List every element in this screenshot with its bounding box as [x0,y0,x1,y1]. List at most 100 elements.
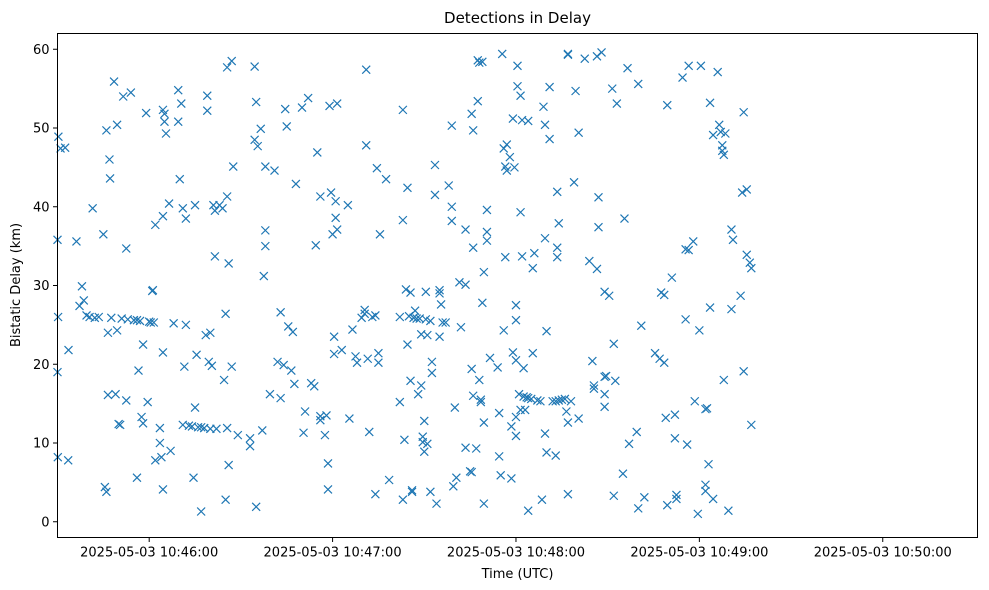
data-point [279,360,289,370]
data-point [357,313,367,323]
data-point [493,362,503,372]
data-point [500,252,510,262]
data-point [196,507,206,516]
data-point [322,411,331,420]
data-point [251,502,261,512]
data-point [265,389,275,399]
data-point [260,162,270,172]
data-point [618,469,628,479]
data-point [552,243,562,253]
data-point [398,215,408,225]
data-point [506,422,516,431]
data-point [98,229,108,239]
data-point [719,375,729,385]
data-point [681,314,691,324]
data-point [523,116,533,126]
data-point [624,439,634,449]
data-point [202,106,212,116]
data-point [360,305,370,315]
data-point [169,318,179,328]
y-axis-label: Bistatic Delay (km) [9,223,24,347]
points-layer [53,47,756,519]
data-point [639,492,649,502]
data-point [352,358,362,368]
data-point [560,394,570,404]
data-point [714,120,724,130]
data-point [561,407,571,416]
data-point [542,326,551,336]
data-point [332,225,342,235]
data-point [329,332,339,342]
data-point [476,397,486,407]
data-point [155,423,165,433]
data-point [468,243,478,253]
data-point [233,430,243,440]
data-point [540,120,550,130]
data-point [569,177,579,187]
data-point [704,459,713,469]
data-point [398,105,408,115]
data-point [447,121,457,131]
data-point [636,321,646,331]
data-point [739,107,749,117]
x-tick-label: 2025-05-03 10:46:00 [80,546,218,561]
data-point [138,418,148,428]
data-point [557,395,567,405]
data-point [551,451,561,461]
data-point [337,345,347,355]
data-point [210,206,220,216]
data-point [482,236,492,246]
data-point [739,366,749,376]
data-point [245,433,255,443]
x-tick-label: 2025-05-03 10:50:00 [814,546,952,561]
data-point [210,251,220,261]
data-point [511,431,521,441]
data-point [554,218,564,228]
data-point [473,96,483,106]
data-point [597,47,606,57]
data-point [708,494,718,504]
data-point [477,57,487,67]
data-point [251,97,261,107]
data-point [289,379,299,389]
data-point [612,99,622,109]
data-point [659,290,669,300]
data-point [320,430,330,440]
data-point [508,114,518,123]
data-point [406,376,415,386]
data-point [222,423,232,433]
data-point [511,300,521,310]
data-point [348,325,357,335]
y-tick-label: 60 [33,43,50,58]
data-point [471,444,481,453]
data-point [535,396,545,406]
data-point [164,199,174,209]
data-point [329,349,339,359]
data-point [435,288,444,298]
data-point [413,389,423,399]
data-point [109,77,119,86]
data-point [422,330,432,340]
data-point [441,318,451,327]
data-point [720,129,730,138]
data-point [150,220,160,230]
data-point [364,427,374,437]
data-point [77,281,87,291]
data-point [421,287,431,297]
data-point [101,125,111,135]
data-point [173,117,183,127]
data-point [111,389,120,399]
data-point [727,304,736,314]
data-point [410,306,420,316]
data-point [690,396,700,406]
data-point [713,67,723,77]
data-point [435,332,444,342]
data-point [563,50,573,60]
data-point [363,354,373,364]
data-point [513,81,522,91]
data-point [425,487,435,497]
data-point [416,381,426,390]
data-point [604,291,614,301]
data-point [105,173,115,183]
data-point [523,506,533,516]
